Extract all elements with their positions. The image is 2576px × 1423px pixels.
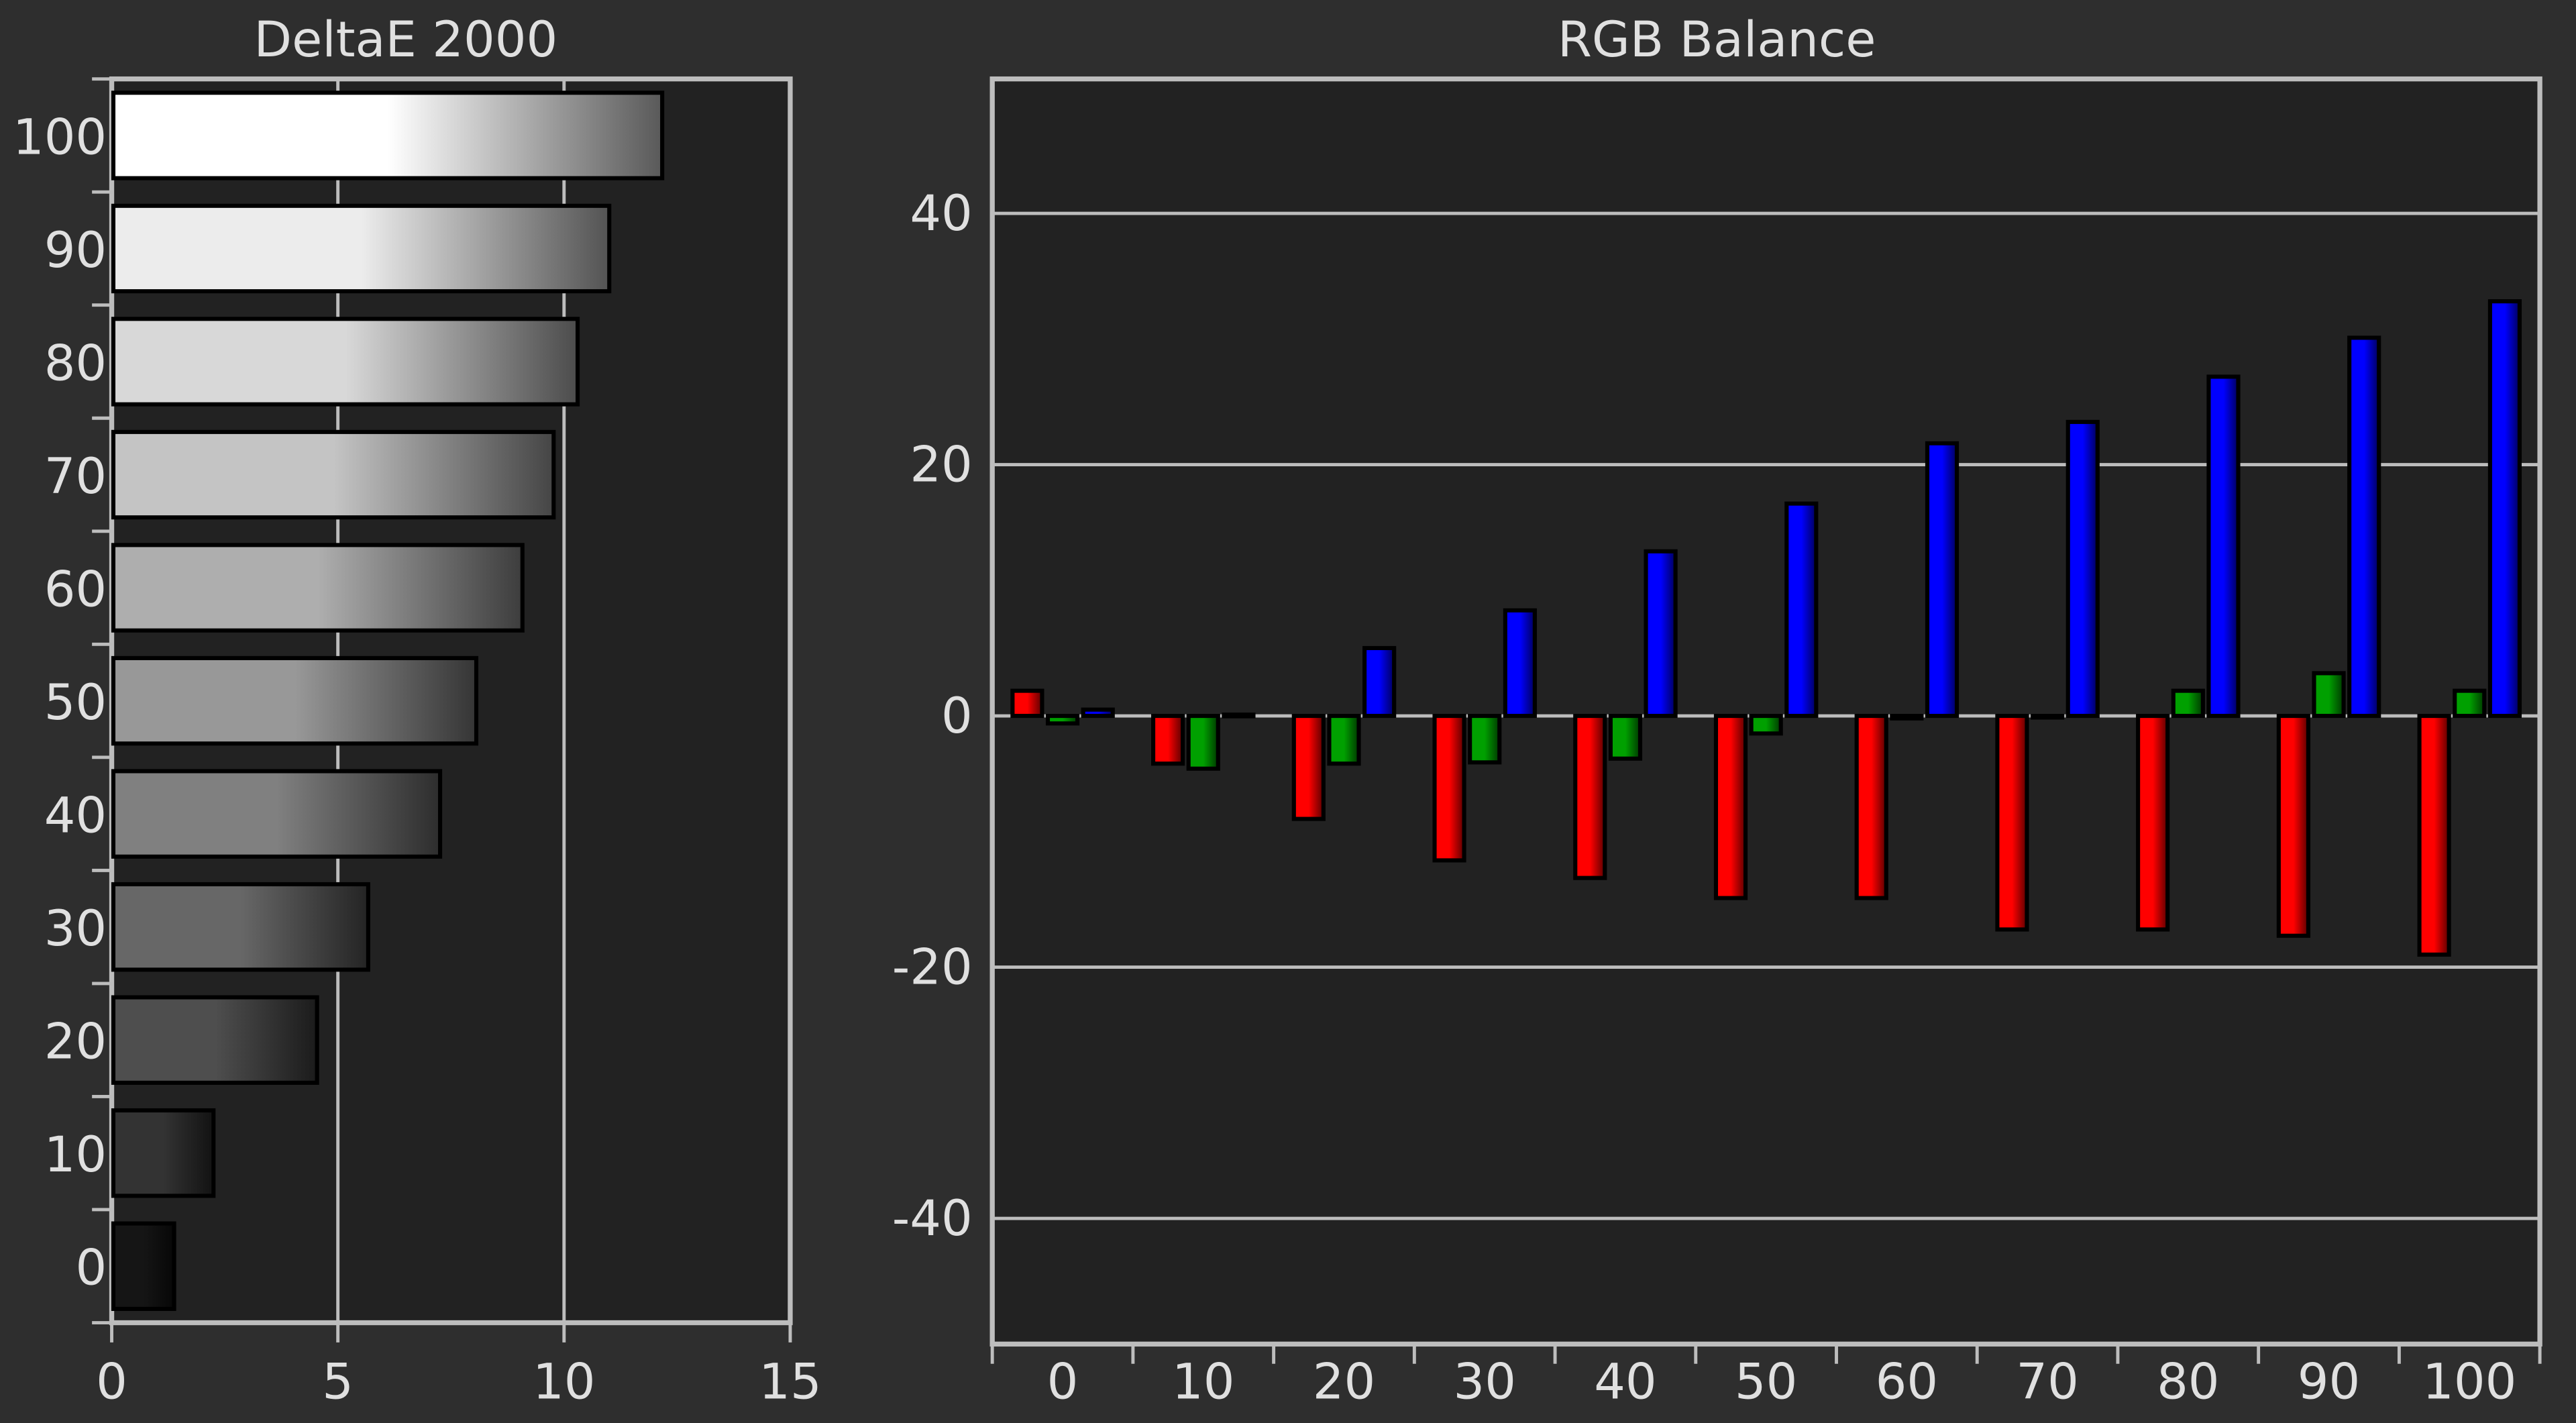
x-tick-label: 0 bbox=[96, 1354, 127, 1411]
x-tick-label: 15 bbox=[759, 1354, 821, 1411]
bar bbox=[2136, 713, 2170, 932]
bar bbox=[111, 769, 443, 859]
y-tick-label: -40 bbox=[892, 1190, 973, 1247]
bar bbox=[1503, 608, 1537, 719]
bar bbox=[1151, 713, 1185, 766]
x-tick-label: 5 bbox=[322, 1354, 354, 1411]
plot-area bbox=[989, 76, 2542, 1347]
x-tick-label: 30 bbox=[1453, 1354, 1515, 1411]
bar bbox=[2347, 335, 2381, 719]
x-tick-label: 100 bbox=[2422, 1354, 2516, 1411]
bar bbox=[1362, 645, 1397, 719]
bar bbox=[1291, 713, 1326, 821]
bar bbox=[111, 203, 612, 294]
y-tick-label: 40 bbox=[910, 185, 972, 242]
bar bbox=[1644, 549, 1678, 719]
y-tick-label: 20 bbox=[910, 436, 972, 493]
chart-title: RGB Balance bbox=[1558, 11, 1876, 68]
bar bbox=[111, 91, 665, 180]
y-tick-label: 20 bbox=[44, 1014, 107, 1071]
x-tick-label: 40 bbox=[1594, 1354, 1656, 1411]
bar bbox=[111, 995, 319, 1085]
x-tick-label: 10 bbox=[533, 1354, 595, 1411]
bar bbox=[1432, 713, 1466, 863]
y-tick-label: 10 bbox=[44, 1126, 107, 1183]
y-tick-label: 30 bbox=[44, 900, 107, 957]
bar bbox=[1573, 713, 1607, 880]
y-tick-label: 60 bbox=[44, 561, 107, 618]
bar bbox=[1713, 713, 1748, 900]
bar bbox=[111, 882, 370, 972]
bar bbox=[111, 429, 556, 520]
bar bbox=[1468, 713, 1502, 765]
bar bbox=[2171, 688, 2205, 719]
bar bbox=[2206, 374, 2241, 719]
y-tick-label: 0 bbox=[941, 688, 973, 745]
bar bbox=[111, 543, 525, 633]
bar bbox=[2453, 688, 2487, 719]
bar bbox=[1749, 713, 1783, 736]
bar bbox=[2417, 713, 2451, 957]
bar bbox=[1222, 713, 1256, 719]
bar bbox=[2065, 419, 2100, 719]
bar bbox=[1890, 713, 1924, 721]
y-tick-label: 100 bbox=[13, 109, 107, 166]
bar bbox=[1854, 713, 1888, 900]
y-tick-label: 80 bbox=[44, 335, 107, 392]
x-tick-label: 50 bbox=[1735, 1354, 1797, 1411]
bar bbox=[1784, 501, 1819, 719]
bar bbox=[1010, 688, 1044, 719]
x-tick-label: 70 bbox=[2016, 1354, 2078, 1411]
y-tick-label: 50 bbox=[44, 674, 107, 731]
y-tick-label: 90 bbox=[44, 222, 107, 279]
bar bbox=[2312, 671, 2346, 719]
bar bbox=[2487, 299, 2522, 719]
bar bbox=[111, 655, 479, 746]
bar bbox=[1608, 713, 1643, 761]
bar bbox=[1045, 713, 1080, 726]
bar bbox=[111, 1108, 216, 1198]
x-tick-label: 10 bbox=[1172, 1354, 1234, 1411]
bar bbox=[2030, 713, 2065, 720]
x-tick-label: 0 bbox=[1047, 1354, 1079, 1411]
bar bbox=[1925, 441, 1960, 719]
bar bbox=[2276, 713, 2310, 938]
chart-title: DeltaE 2000 bbox=[254, 11, 558, 68]
x-tick-label: 90 bbox=[2298, 1354, 2360, 1411]
y-tick-label: 0 bbox=[75, 1240, 107, 1297]
y-tick-label: 40 bbox=[44, 787, 107, 844]
x-tick-label: 60 bbox=[1876, 1354, 1938, 1411]
y-tick-label: -20 bbox=[892, 939, 973, 996]
bar bbox=[1327, 713, 1361, 766]
bar bbox=[1186, 713, 1220, 771]
bar bbox=[1081, 707, 1115, 719]
bar bbox=[111, 1221, 176, 1311]
bar bbox=[1995, 713, 2029, 932]
x-tick-label: 80 bbox=[2157, 1354, 2219, 1411]
x-tick-label: 20 bbox=[1313, 1354, 1375, 1411]
bar bbox=[111, 317, 580, 407]
y-tick-label: 70 bbox=[44, 448, 107, 505]
